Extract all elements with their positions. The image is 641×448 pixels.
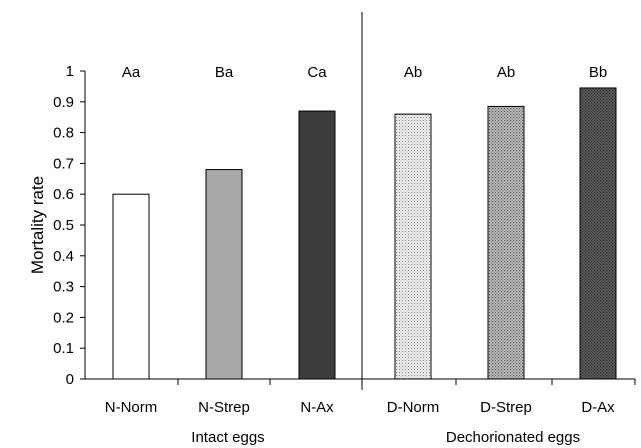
x-tick-label: N-Norm [105, 399, 158, 416]
bar-n-norm [112, 193, 150, 380]
y-tick-label: 0.2 [53, 309, 74, 326]
y-tick-label: 0.7 [53, 155, 74, 172]
bar-d-norm [394, 113, 432, 380]
y-tick-label: 0.9 [53, 94, 74, 111]
significance-label: Bb [589, 64, 607, 81]
y-tick-label: 0.3 [53, 279, 74, 296]
y-tick-label: 1 [66, 63, 74, 80]
group-label-intact-eggs: Intact eggs [191, 429, 264, 446]
y-tick-label: 0.5 [53, 217, 74, 234]
significance-label: Ab [497, 64, 515, 81]
x-axis-ticks: N-Norm N-Strep N-Ax D-Norm D-Strep D-Ax [105, 379, 636, 416]
bar-n-ax [298, 110, 336, 380]
significance-label: Ca [307, 64, 327, 81]
x-tick-label: D-Strep [480, 399, 532, 416]
significance-label: Aa [122, 64, 141, 81]
significance-label: Ab [404, 64, 422, 81]
x-tick-label: N-Ax [300, 399, 334, 416]
bar-d-ax [579, 87, 617, 380]
x-tick-label: D-Norm [387, 399, 440, 416]
x-tick-label: N-Strep [198, 399, 250, 416]
bar-d-strep [487, 105, 525, 380]
significance-label: Ba [215, 64, 234, 81]
y-tick-label: 0.6 [53, 186, 74, 203]
y-axis-ticks: 0 0.1 0.2 0.3 0.4 0.5 0.6 0.7 0.8 0.9 1 [53, 63, 85, 388]
y-tick-label: 0.8 [53, 125, 74, 142]
y-axis-label: Mortality rate [28, 176, 47, 274]
bars: Aa Ba Ca Ab Ab Bb [112, 64, 617, 380]
y-tick-label: 0.4 [53, 248, 74, 265]
group-label-dechorionated-eggs: Dechorionated eggs [446, 429, 580, 446]
x-tick-label: D-Ax [581, 399, 615, 416]
bar-n-strep [205, 169, 243, 380]
y-tick-label: 0 [66, 371, 74, 388]
y-tick-label: 0.1 [53, 340, 74, 357]
